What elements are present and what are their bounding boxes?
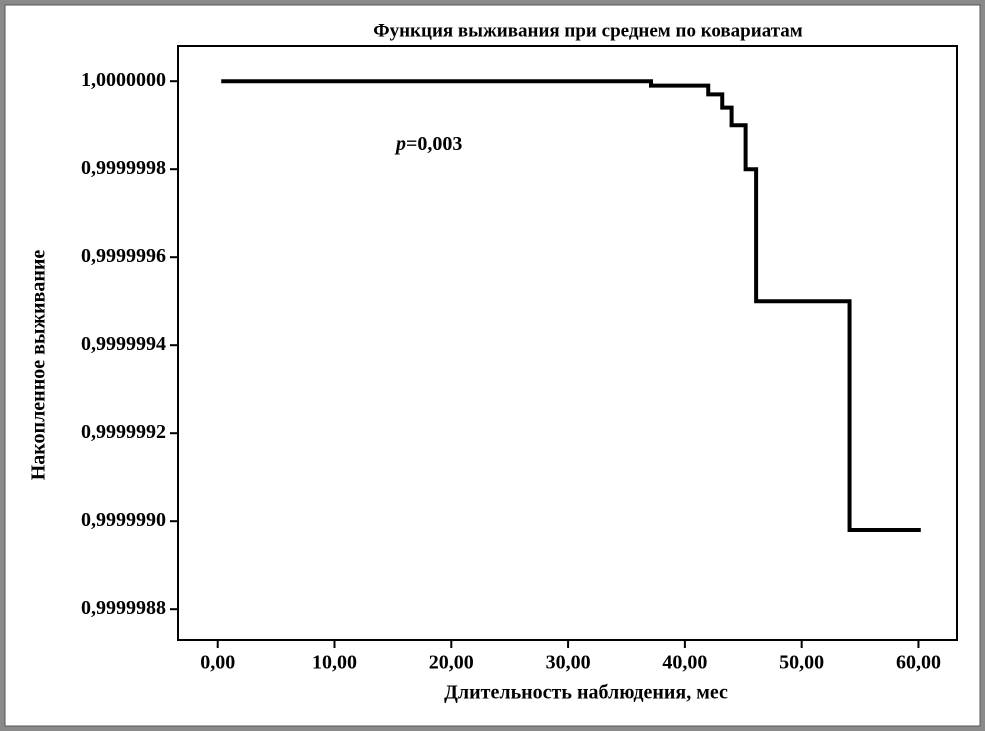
y-axis-label: Накопленное выживание [28, 250, 50, 481]
x-tick-label: 30,00 [546, 652, 591, 674]
y-tick-label: 0,9999988 [81, 597, 166, 619]
x-tick-label: 0,00 [200, 652, 235, 674]
survival-line [221, 79, 921, 532]
y-tick-label: 0,9999994 [81, 333, 166, 355]
annotation: p=0,003 [394, 133, 462, 155]
chart-title: Функция выживания при среднем по ковариа… [373, 20, 802, 41]
y-tick-label: 1,0000000 [81, 69, 166, 91]
x-tick-label: 40,00 [662, 652, 707, 674]
y-tick-label: 0,9999996 [81, 245, 166, 267]
y-tick-label: 0,9999990 [81, 509, 166, 531]
annotation-text: =0,003 [406, 133, 462, 155]
y-tick-label: 0,9999992 [81, 421, 166, 443]
background [4, 4, 981, 727]
annotation-variable: p [394, 133, 406, 155]
y-tick-label: 0,9999998 [81, 157, 166, 179]
x-axis-label: Длительность наблюдения, мес [444, 682, 728, 704]
x-tick-label: 60,00 [896, 652, 941, 674]
x-tick-label: 10,00 [312, 652, 357, 674]
x-tick-label: 50,00 [779, 652, 824, 674]
x-tick-label: 20,00 [429, 652, 474, 674]
